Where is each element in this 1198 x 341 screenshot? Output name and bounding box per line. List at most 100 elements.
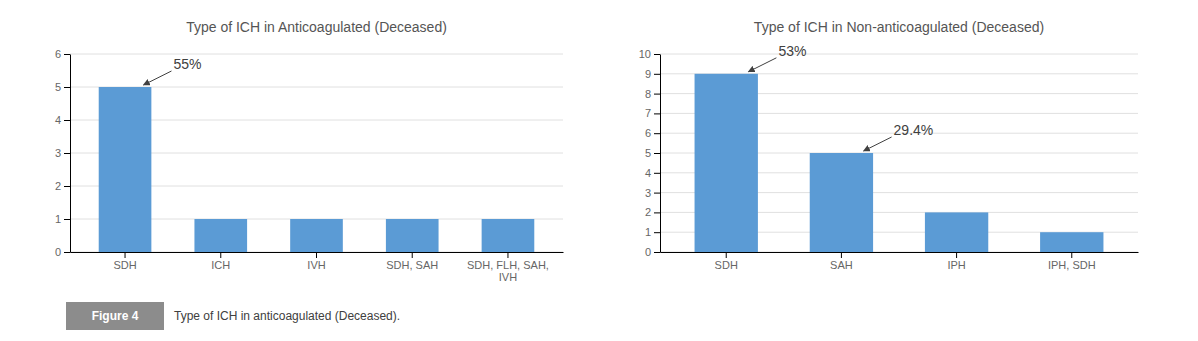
x-axis: SDHICHIVHSDH, SAHSDH, FLH, SAH,IVH <box>71 252 564 283</box>
x-tick-mark <box>956 252 957 258</box>
x-tick-mark <box>507 252 508 258</box>
x-tick: IPH, SDH <box>1048 252 1096 271</box>
y-tick: 10 <box>639 48 660 60</box>
x-tick-label: SDH, SAH <box>386 259 438 271</box>
annotation-arrow <box>864 137 892 151</box>
y-tick: 8 <box>645 88 660 100</box>
y-tick-label: 6 <box>645 127 651 139</box>
grid-line <box>660 54 1138 55</box>
y-tick: 6 <box>55 48 70 60</box>
x-tick-mark <box>841 252 842 258</box>
y-tick-mark <box>654 193 660 194</box>
x-tick-label-line: SDH, SAH <box>386 259 438 271</box>
figure-label: Figure 4 <box>92 309 139 323</box>
x-tick-mark <box>220 252 221 258</box>
x-tick-label: IPH, SDH <box>1048 259 1096 271</box>
y-tick: 0 <box>645 246 660 258</box>
y-tick-mark <box>654 133 660 134</box>
y-tick: 3 <box>55 147 70 159</box>
x-tick-label-line: IVH <box>307 259 325 271</box>
x-tick-label: SDH <box>113 259 136 271</box>
bar-chart: Type of ICH in Anticoagulated (Deceased)… <box>55 19 564 283</box>
figure-footer: Figure 4Type of ICH in anticoagulated (D… <box>66 302 400 330</box>
y-tick-label: 0 <box>645 246 651 258</box>
x-tick: SDH <box>113 252 136 271</box>
y-tick: 2 <box>55 180 70 192</box>
x-tick-label: IPH <box>947 259 965 271</box>
bar <box>99 87 152 252</box>
y-tick-label: 3 <box>645 187 651 199</box>
y-tick-label: 1 <box>645 226 651 238</box>
x-tick-label-line: ICH <box>211 259 230 271</box>
annotation-text: 29.4% <box>894 122 934 138</box>
y-tick-mark <box>654 212 660 213</box>
y-axis-line <box>660 55 661 253</box>
x-axis: SDH SAH IPH IPH, SDH <box>661 252 1139 271</box>
y-tick-label: 6 <box>55 48 61 60</box>
bar <box>482 219 535 252</box>
x-tick-label-line: IPH, SDH <box>1048 259 1096 271</box>
y-tick-label: 1 <box>55 213 61 225</box>
x-tick-label: ICH <box>211 259 230 271</box>
bar <box>925 212 988 252</box>
annotations: 55% <box>143 56 201 85</box>
y-tick-mark <box>64 186 70 187</box>
x-tick-mark <box>412 252 413 258</box>
y-tick-label: 4 <box>645 167 651 179</box>
y-axis: 0 1 2 3 4 5 6 7 8 9 10 <box>639 48 661 258</box>
x-tick-label: SAH <box>830 259 853 271</box>
y-tick-mark <box>654 74 660 75</box>
x-tick-label-line: SAH <box>830 259 853 271</box>
y-tick-label: 8 <box>645 88 651 100</box>
grid <box>70 54 563 252</box>
x-tick-mark <box>1071 252 1072 258</box>
y-tick: 1 <box>645 226 660 238</box>
x-tick-mark <box>726 252 727 258</box>
x-tick: IPH <box>947 252 965 271</box>
grid-line <box>70 54 563 55</box>
y-tick-mark <box>654 153 660 154</box>
annotations: 53% 29.4% <box>748 43 933 151</box>
annotation-arrow <box>143 71 171 85</box>
y-tick: 4 <box>55 114 70 126</box>
y-axis-line <box>70 55 71 253</box>
grid <box>660 54 1138 252</box>
y-tick-mark <box>654 173 660 174</box>
bar <box>386 219 439 252</box>
y-tick-label: 5 <box>645 147 651 159</box>
chart-root: Type of ICH in Anticoagulated (Deceased)… <box>0 0 1198 341</box>
y-tick-mark <box>654 113 660 114</box>
y-tick-mark <box>64 153 70 154</box>
y-tick-label: 2 <box>645 206 651 218</box>
y-axis: 0123456 <box>55 48 71 258</box>
figure-label-box <box>66 302 164 330</box>
bar <box>194 219 247 252</box>
y-tick-mark <box>64 252 70 253</box>
bar <box>695 74 758 252</box>
y-tick-mark <box>654 252 660 253</box>
y-tick: 4 <box>645 167 660 179</box>
x-tick: ICH <box>211 252 230 271</box>
y-tick-mark <box>64 219 70 220</box>
x-tick-mark <box>316 252 317 258</box>
y-tick-label: 9 <box>645 68 651 80</box>
annotation-text: 53% <box>778 43 806 59</box>
bar <box>1040 232 1103 252</box>
y-tick-mark <box>64 54 70 55</box>
annotation-arrow <box>748 58 776 72</box>
annotation-text: 55% <box>173 56 201 72</box>
bar <box>810 153 873 252</box>
x-tick-label: SDH <box>715 259 738 271</box>
y-tick-label: 7 <box>645 107 651 119</box>
x-tick-label-line: SDH <box>113 259 136 271</box>
x-tick-label: SDH, FLH, SAH,IVH <box>467 259 549 284</box>
x-tick-label-line: SDH <box>715 259 738 271</box>
x-axis-line <box>661 252 1139 253</box>
x-tick: SDH, FLH, SAH,IVH <box>467 252 549 283</box>
x-tick: IVH <box>307 252 325 271</box>
x-tick-mark <box>125 252 126 258</box>
x-tick-label-line: SDH, FLH, SAH, <box>467 259 549 271</box>
x-tick: SDH <box>715 252 738 271</box>
x-tick-label-line: IVH <box>499 271 517 283</box>
bar-chart: Type of ICH in Non-anticoagulated (Decea… <box>639 19 1139 271</box>
